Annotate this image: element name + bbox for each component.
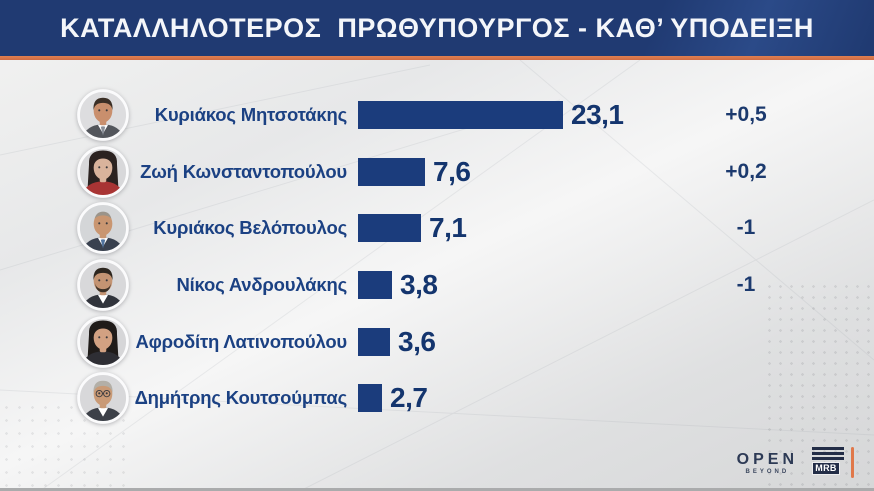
bar-group: 23,1 (358, 99, 624, 131)
open-logo-word: OPEN (736, 451, 798, 468)
bar-group: 7,1 (358, 212, 467, 244)
result-value: 7,1 (429, 212, 467, 244)
page-title: ΚΑΤΑΛΛΗΛΟΤΕΡΟΣ ΠΡΩΘΥΠΟΥΡΓΟΣ - ΚΑΘ’ ΥΠΟΔΕ… (60, 12, 814, 43)
change-value: +0,2 (725, 159, 767, 183)
poll-row: Νίκος Ανδρουλάκης 3,8 -1 (0, 257, 874, 314)
header-accent-rule (0, 56, 874, 60)
bar-group: 7,6 (358, 155, 471, 188)
mrb-logo-label: MRB (812, 462, 840, 475)
open-beyond-logo: OPEN BEYOND (736, 451, 798, 476)
candidate-photo (75, 370, 131, 426)
candidate-photo (75, 200, 131, 256)
candidate-name: Κυριάκος Μητσοτάκης (154, 104, 347, 126)
result-bar (358, 101, 563, 130)
candidate-name: Κυριάκος Βελόπουλος (153, 217, 347, 239)
poll-row: Δημήτρης Κουτσούμπας 2,7 (0, 370, 874, 427)
open-logo-subtitle: BEYOND (745, 469, 790, 475)
result-bar (358, 384, 382, 413)
change-value: +0,5 (725, 103, 767, 127)
poll-rows: Κυριάκος Μητσοτάκης 23,1 +0,5 Ζωή Κωνστα… (0, 87, 874, 427)
candidate-name: Ζωή Κωνσταντοπούλου (140, 160, 347, 182)
result-value: 3,8 (400, 269, 438, 301)
bar-group: 2,7 (358, 382, 428, 414)
candidate-photo (75, 314, 131, 370)
poll-row: Αφροδίτη Λατινοπούλου 3,6 (0, 313, 874, 370)
change-value: -1 (736, 216, 756, 240)
bottom-edge-strip (0, 488, 874, 491)
result-value: 2,7 (390, 382, 428, 414)
result-bar (358, 157, 425, 186)
candidate-photo (75, 144, 131, 200)
footer-accent-line (851, 447, 854, 478)
result-bar (358, 214, 421, 243)
poll-row: Κυριάκος Βελόπουλος 7,1 -1 (0, 200, 874, 257)
header-bar: ΚΑΤΑΛΛΗΛΟΤΕΡΟΣ ΠΡΩΘΥΠΟΥΡΓΟΣ - ΚΑΘ’ ΥΠΟΔΕ… (0, 0, 874, 56)
mrb-logo: MRB (812, 447, 844, 475)
change-value: -1 (736, 273, 756, 297)
mrb-logo-stripes (812, 447, 844, 460)
bar-group: 3,6 (358, 325, 436, 358)
poll-row: Ζωή Κωνσταντοπούλου 7,6 +0,2 (0, 144, 874, 201)
candidate-photo (75, 87, 131, 143)
candidate-name: Δημήτρης Κουτσούμπας (134, 387, 348, 409)
candidate-name: Αφροδίτη Λατινοπούλου (135, 330, 347, 352)
candidate-photo (75, 257, 131, 313)
result-value: 3,6 (398, 325, 436, 357)
result-bar (358, 327, 390, 356)
result-bar (358, 271, 392, 300)
candidate-name: Νίκος Ανδρουλάκης (176, 274, 347, 296)
result-value: 23,1 (571, 99, 624, 131)
poll-row: Κυριάκος Μητσοτάκης 23,1 +0,5 (0, 87, 874, 144)
bar-group: 3,8 (358, 269, 438, 301)
result-value: 7,6 (433, 155, 471, 187)
